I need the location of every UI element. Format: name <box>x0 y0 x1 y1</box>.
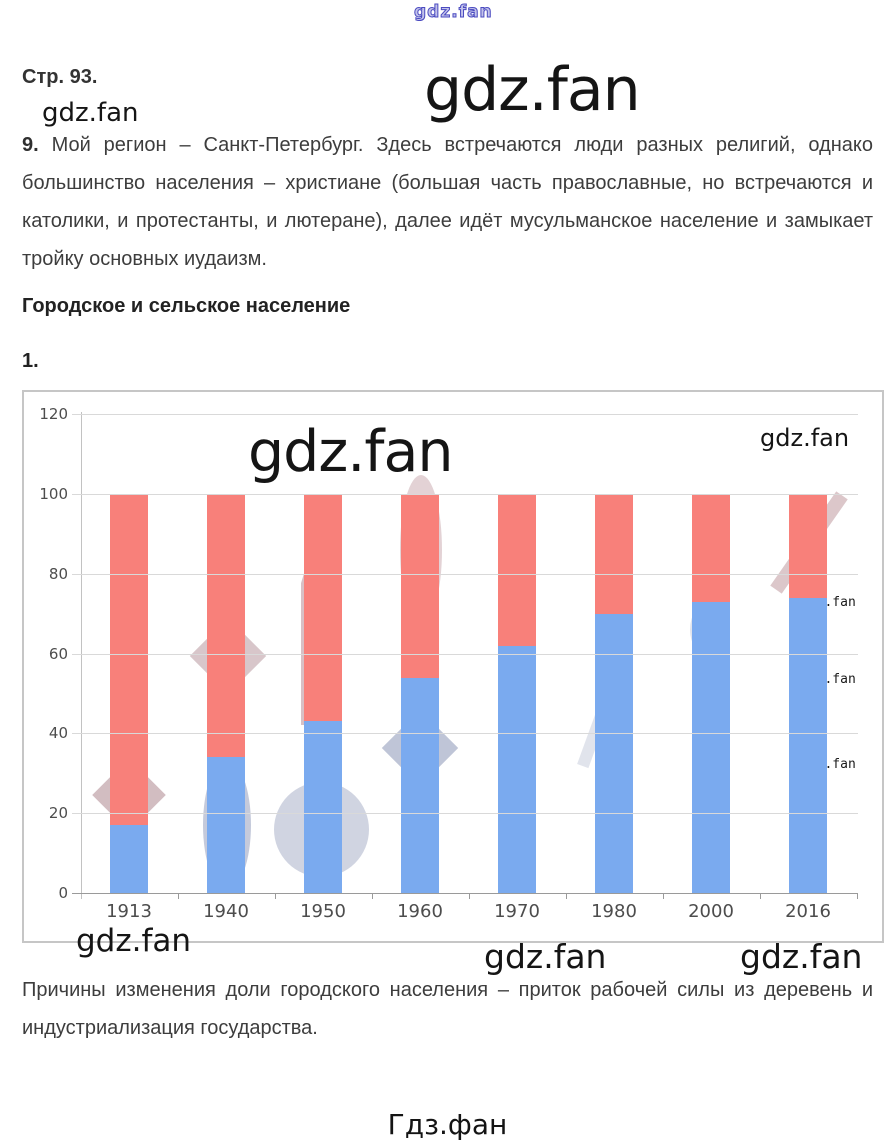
gridline-y40 <box>72 733 858 735</box>
x-axis-tick <box>760 893 761 899</box>
x-axis-label: 1970 <box>494 901 540 922</box>
conclusion-paragraph: Причины изменения доли городского населе… <box>22 979 873 1039</box>
figure-number: 1. <box>22 350 39 372</box>
x-axis-tick <box>469 893 470 899</box>
watermark-bottom-left: gdz.fan <box>76 923 192 959</box>
gridline-y20 <box>72 813 858 815</box>
problem-9-text: Мой регион – Санкт-Петербург. Здесь встр… <box>22 134 874 270</box>
watermark-small-left: gdz.fan <box>42 98 139 128</box>
bar-segment-blue <box>401 677 439 893</box>
x-axis-tick <box>275 893 276 899</box>
bar-segment-red <box>110 494 148 826</box>
x-axis-label: 2000 <box>688 901 734 922</box>
bar-segment-blue <box>498 645 536 893</box>
bar-segment-blue <box>207 757 245 893</box>
x-axis-label: 1940 <box>203 901 249 922</box>
bar-segment-blue <box>304 721 342 893</box>
bar-segment-blue <box>110 825 148 893</box>
bar-segment-blue <box>595 613 633 893</box>
x-axis-tick <box>566 893 567 899</box>
x-axis-tick <box>372 893 373 899</box>
x-axis-tick <box>178 893 179 899</box>
problem-9-paragraph: 9. Мой регион – Санкт-Петербург. Здесь в… <box>22 126 873 278</box>
watermark-large: gdz.fan <box>424 55 641 125</box>
y-axis-label: 120 <box>39 405 68 424</box>
x-axis-label: 2016 <box>785 901 831 922</box>
gridline-y60 <box>72 653 858 655</box>
bar-segment-blue <box>692 601 730 893</box>
y-axis-label: 20 <box>48 804 68 823</box>
x-axis-label: 1980 <box>591 901 637 922</box>
gridline-y0 <box>72 893 858 894</box>
x-axis-tick <box>663 893 664 899</box>
section-heading: Городское и сельское население <box>22 295 351 317</box>
watermark-bottom-right: gdz.fan <box>740 937 863 976</box>
watermark-chart-topright: gdz.fan <box>760 424 850 452</box>
y-axis-label: 0 <box>58 884 68 902</box>
y-axis-label: 80 <box>48 564 68 583</box>
gridline-y120 <box>72 414 858 416</box>
page-number: Стр. 93. <box>22 66 98 88</box>
x-axis-tick <box>857 893 858 899</box>
watermark-chart-large: gdz.fan <box>248 419 454 485</box>
bar-segment-red <box>207 494 245 758</box>
bar-segment-blue <box>789 597 827 893</box>
x-axis-label: 1913 <box>106 901 152 922</box>
bar-segment-red <box>401 494 439 678</box>
gridline-y80 <box>72 573 858 575</box>
bar-segment-red <box>789 494 827 598</box>
y-axis-line <box>81 412 82 899</box>
x-axis-label: 1960 <box>397 901 443 922</box>
watermark-bottom-center: gdz.fan <box>484 937 607 976</box>
bar-segment-red <box>595 494 633 614</box>
chart: gdz.fangdz.fangdz.fangdz.fangdz.fan74267… <box>22 390 884 943</box>
y-axis-label: 60 <box>48 644 68 663</box>
y-axis-label: 100 <box>39 485 68 503</box>
watermark-top-outline: gdz.fan <box>414 2 493 22</box>
y-axis-label: 40 <box>48 724 68 743</box>
x-axis-label: 1950 <box>300 901 346 922</box>
gridline-y100 <box>72 494 858 495</box>
bar-segment-red <box>304 494 342 722</box>
bar-segment-red <box>498 494 536 646</box>
bar-segment-red <box>692 494 730 602</box>
footer-brand: Гдз.фан <box>387 1108 508 1141</box>
problem-9-number: 9. <box>22 134 39 156</box>
